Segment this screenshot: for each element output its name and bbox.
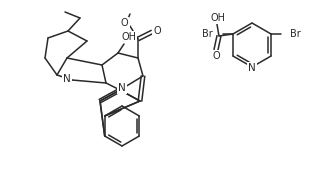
Text: O: O — [212, 51, 220, 61]
Text: N: N — [248, 63, 256, 73]
Text: OH: OH — [211, 13, 225, 23]
Text: OH: OH — [121, 32, 137, 42]
Text: N: N — [118, 83, 126, 93]
Text: Br: Br — [202, 29, 213, 39]
Text: O: O — [120, 18, 128, 28]
Text: O: O — [121, 19, 129, 29]
Text: N: N — [63, 74, 71, 84]
Text: Br: Br — [290, 29, 301, 39]
Text: O: O — [153, 26, 161, 36]
